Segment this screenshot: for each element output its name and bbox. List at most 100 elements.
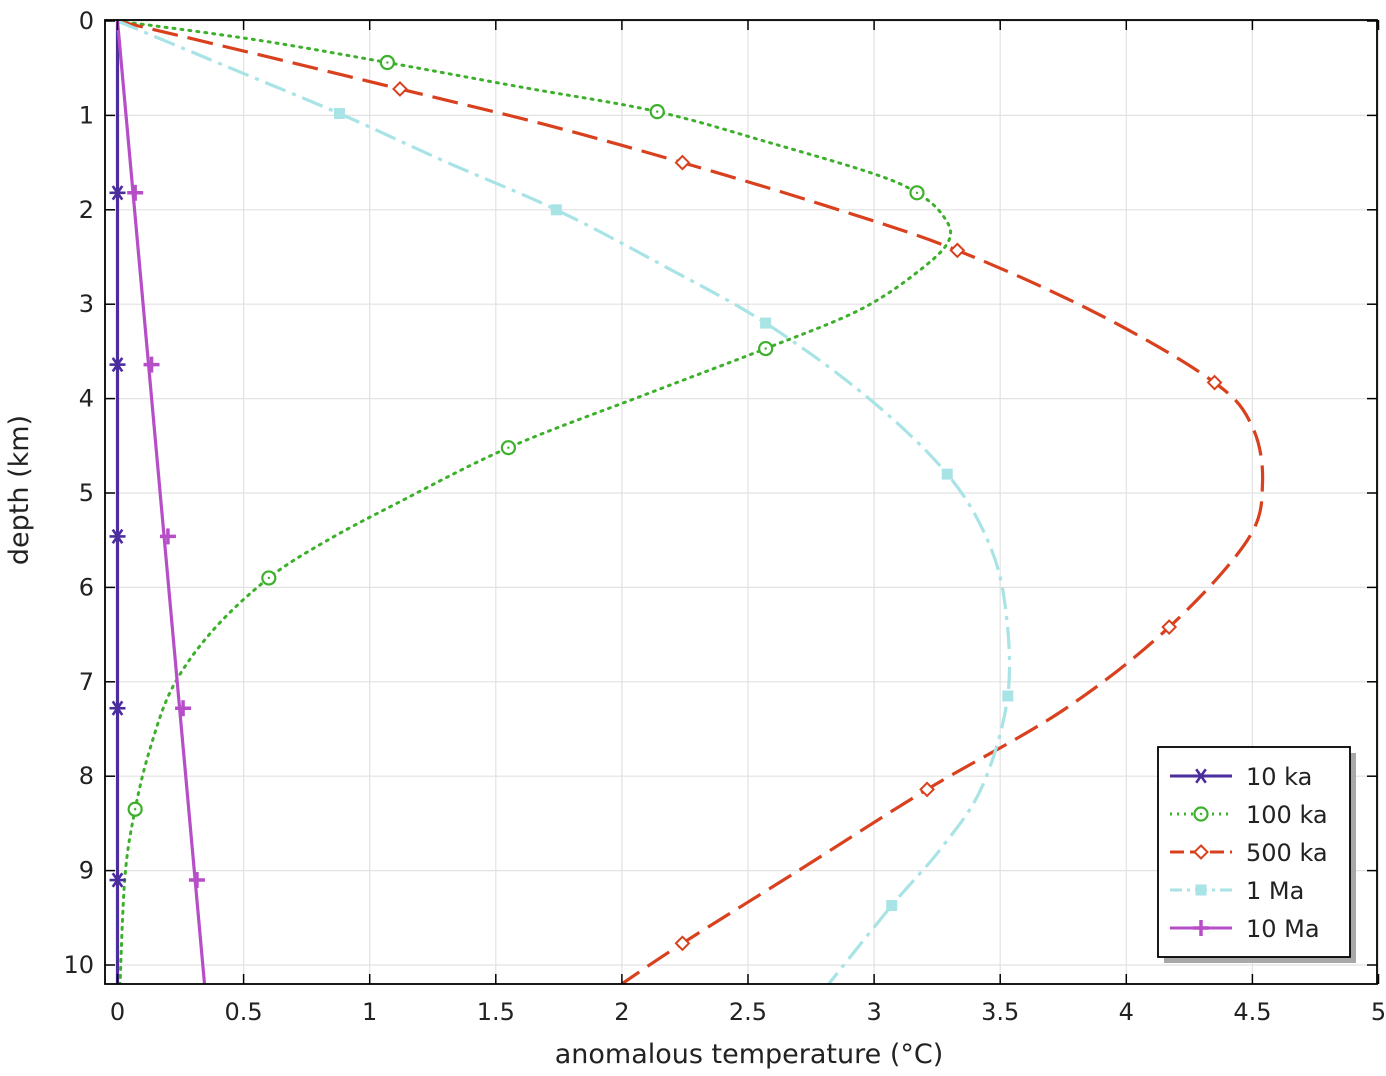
marker-shape	[1002, 690, 1014, 702]
marker-dot	[386, 61, 389, 64]
x-tick-label: 4	[1119, 998, 1134, 1026]
legend-marker-1-ma	[1195, 884, 1207, 896]
marker-shape	[760, 317, 772, 329]
marker-shape	[111, 528, 124, 544]
x-tick-label: 3.5	[981, 998, 1019, 1026]
series-line-1-ma	[116, 20, 1012, 984]
series-point-100-ka	[379, 54, 395, 71]
marker-shape	[333, 108, 345, 120]
marker-dot	[507, 446, 510, 449]
series-point-10-ma	[159, 528, 176, 545]
marker-shape	[1206, 374, 1223, 391]
y-axis-label: depth (km)	[4, 415, 35, 565]
y-tick-label: 3	[79, 290, 94, 318]
series-point-100-ka	[909, 185, 925, 201]
marker-dot	[267, 576, 271, 580]
marker-dot	[1199, 812, 1203, 816]
plot-frame	[104, 19, 1378, 985]
y-tick-label: 0	[79, 7, 94, 35]
y-tick-label: 4	[79, 385, 94, 413]
marker-shape	[550, 204, 562, 216]
series-point-10-ma	[127, 184, 144, 201]
legend-marker-10-ma	[1193, 920, 1209, 936]
legend-label-10-ma: 10 Ma	[1246, 915, 1320, 943]
marker-shape	[674, 935, 691, 952]
marker-shape	[886, 900, 898, 912]
axes: 0 0.5 1 1.5 2 2.5 3 3.5 4 4.5 5 0 1 2 3 4 5 6 7 8 9 10	[63, 7, 1386, 1026]
marker-shape	[941, 468, 953, 480]
series-point-500-ka	[919, 781, 935, 798]
marker-shape	[111, 185, 124, 201]
marker-shape	[674, 154, 691, 171]
y-tick-label: 5	[79, 479, 94, 507]
series-point-500-ka	[949, 242, 966, 259]
y-tick-label: 2	[79, 196, 94, 224]
legend-label-100-ka: 100 ka	[1246, 801, 1328, 829]
marker-shape	[1161, 619, 1178, 635]
legend-label-1-ma: 1 Ma	[1246, 877, 1304, 905]
series-point-10-ka	[109, 872, 126, 888]
marker-dot	[764, 347, 767, 350]
series-point-10-ka	[109, 185, 126, 201]
x-tick-label: 0.5	[225, 998, 263, 1026]
series-point-100-ka	[649, 104, 665, 120]
x-axis-label: anomalous temperature (°C)	[555, 1039, 944, 1070]
marker-shape	[1193, 844, 1209, 860]
x-tick-label: 2.5	[729, 998, 767, 1026]
series-point-10-ma	[143, 356, 160, 373]
legend: 10 ka 100 ka 500 ka 1 Ma 10 Ma	[1157, 746, 1356, 963]
marker-shape	[111, 700, 124, 716]
y-tick-label: 7	[79, 668, 94, 696]
x-tick-label: 4.5	[1233, 998, 1271, 1026]
x-tick-label: 1	[362, 998, 377, 1026]
marker-shape	[392, 81, 408, 97]
series-line-10-ma	[115, 20, 207, 984]
marker-shape	[111, 357, 124, 373]
marker-shape	[1195, 768, 1207, 784]
marker-shape	[111, 872, 124, 888]
y-tick-label: 1	[79, 101, 94, 129]
marker-shape	[949, 242, 966, 259]
y-tick-label: 9	[79, 857, 94, 885]
series-point-1-ma	[760, 317, 772, 329]
series-line-500-ka	[117, 20, 1265, 984]
series-point-100-ka	[261, 570, 277, 586]
y-tick-label: 8	[79, 762, 94, 790]
series-lines	[115, 20, 1265, 984]
series-point-500-ka	[674, 935, 691, 952]
series-point-1-ma	[550, 204, 562, 216]
legend-marker-500-ka	[1193, 844, 1209, 860]
series-point-100-ka	[127, 801, 143, 817]
series-point-1-ma	[333, 108, 345, 120]
series-point-10-ma	[188, 872, 205, 889]
series-markers	[109, 54, 1223, 952]
legend-label-10-ka: 10 ka	[1246, 763, 1312, 791]
series-point-1-ma	[886, 900, 898, 912]
x-tick-label: 0	[110, 998, 125, 1026]
series-point-100-ka	[500, 440, 517, 456]
x-tick-label: 5	[1371, 998, 1386, 1026]
series-point-100-ka	[758, 340, 774, 357]
y-tick-label: 6	[79, 573, 94, 601]
y-tick-label: 10	[63, 951, 94, 979]
marker-dot	[133, 808, 137, 811]
series-point-10-ma	[175, 700, 192, 717]
marker-dot	[915, 191, 919, 195]
series-point-1-ma	[941, 468, 953, 480]
legend-marker-100-ka	[1193, 806, 1209, 822]
series-point-10-ka	[109, 700, 126, 716]
series-point-500-ka	[1206, 374, 1223, 391]
x-tick-label: 2	[614, 998, 629, 1026]
series-line-100-ka	[116, 20, 953, 984]
series-point-500-ka	[674, 154, 691, 171]
series-point-500-ka	[392, 81, 408, 97]
marker-shape	[919, 781, 935, 798]
legend-label-500-ka: 500 ka	[1246, 839, 1328, 867]
series-point-10-ka	[109, 528, 126, 544]
series-point-500-ka	[1161, 619, 1178, 635]
series-point-10-ka	[109, 357, 126, 373]
marker-shape	[1195, 884, 1207, 896]
series-point-1-ma	[1002, 690, 1014, 702]
